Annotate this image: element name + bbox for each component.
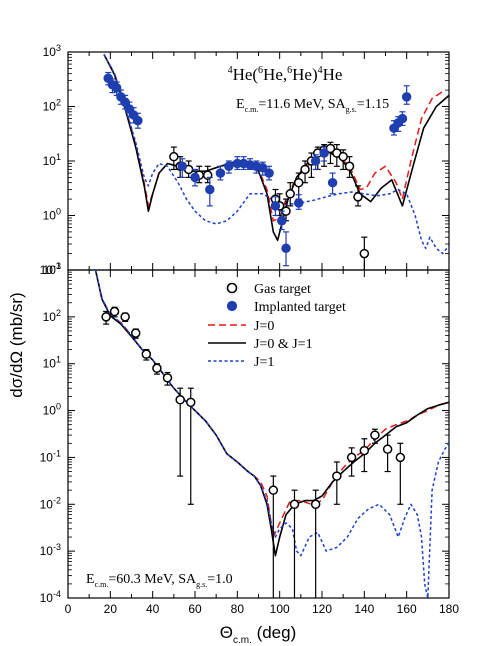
top-implanted-point <box>224 161 234 172</box>
bottom-y-tick-label: 102 <box>43 308 61 324</box>
top-gas-point <box>293 177 304 188</box>
legend-gas-marker <box>226 282 238 294</box>
bottom-curve-j-1 <box>94 270 449 598</box>
bottom-energy-annotation: Ec.m.=60.3 MeV, SAg.s.=1.0 <box>86 572 233 589</box>
top-implanted-point <box>270 201 281 211</box>
bottom-gas-point <box>186 397 196 408</box>
bottom-y-tick-label: 10-3 <box>40 542 61 558</box>
data-points <box>101 71 412 598</box>
top-y-tick-label: 100 <box>43 207 61 223</box>
top-implanted-point <box>397 113 408 124</box>
bottom-gas-point <box>310 499 321 510</box>
top-gas-point <box>325 143 336 154</box>
top-implanted-point <box>401 92 412 102</box>
legend-j1-label: J=1 <box>254 355 274 370</box>
y-axis-title: dσ/dΩ (mb/sr) <box>7 292 26 397</box>
x-tick-label: 160 <box>397 602 417 616</box>
top-implanted-point <box>319 148 329 158</box>
top-gas-point <box>344 161 355 172</box>
top-implanted-point <box>205 184 215 195</box>
top-implanted-point <box>215 168 226 178</box>
bottom-gas-point <box>346 452 357 463</box>
bottom-curve-j-0 <box>94 270 449 538</box>
bottom-y-tick-label: 103 <box>43 261 61 277</box>
legend-j0-label: J=0 <box>254 319 274 334</box>
reaction-title: 4He(6He,6He)4He <box>228 65 343 84</box>
bottom-y-tick-label: 10-4 <box>40 589 61 605</box>
x-tick-label: 140 <box>354 602 374 616</box>
top-curve-j-1 <box>103 54 449 255</box>
top-gas-point <box>169 151 179 162</box>
bottom-gas-point <box>359 445 370 456</box>
x-tick-label: 60 <box>188 602 202 616</box>
top-implanted-point <box>293 198 304 208</box>
top-y-tick-label: 101 <box>43 152 61 168</box>
bottom-gas-point <box>130 328 141 338</box>
top-gas-point <box>359 248 370 259</box>
bottom-gas-point <box>175 395 185 405</box>
x-tick-label: 80 <box>231 602 245 616</box>
top-implanted-point <box>277 216 287 226</box>
x-axis-title: Θc.m. (deg) <box>220 623 297 646</box>
bottom-y-tick-label: 100 <box>43 402 61 418</box>
legend-implanted-marker <box>226 300 238 312</box>
bottom-gas-point <box>101 312 111 322</box>
bottom-gas-point <box>109 306 120 317</box>
top-implanted-point <box>310 156 321 166</box>
top-curve-j-0-j-1 <box>103 54 449 242</box>
top-implanted-point <box>177 161 188 172</box>
bottom-gas-point <box>370 430 380 440</box>
x-tick-label: 120 <box>312 602 332 616</box>
top-y-tick-label: 103 <box>43 43 61 59</box>
top-gas-point <box>285 189 295 199</box>
top-gas-point <box>300 164 310 175</box>
top-implanted-point <box>133 115 143 126</box>
bottom-gas-point <box>395 452 406 463</box>
top-y-tick-label: 102 <box>43 98 61 114</box>
top-gas-point <box>353 192 363 202</box>
bottom-gas-point <box>289 499 300 510</box>
bottom-gas-point <box>120 312 130 322</box>
legend: Gas target Implanted target J=0 J=0 & J=1 J=… <box>208 282 346 370</box>
bottom-y-tick-label: 101 <box>43 355 61 371</box>
top-implanted-point <box>257 163 268 173</box>
bottom-gas-point <box>382 444 393 454</box>
tick-labels: 0 20 40 60 80 100 120 140 160 180 10-1 100 101 102 103… <box>40 43 460 616</box>
top-gas-point <box>338 151 348 162</box>
top-implanted-point <box>264 168 274 178</box>
x-tick-label: 180 <box>439 602 459 616</box>
top-energy-annotation: Ec.m.=11.6 MeV, SAg.s.=1.15 <box>236 97 389 114</box>
bottom-y-tick-label: 10-2 <box>40 495 61 511</box>
top-implanted-point <box>281 243 291 254</box>
top-implanted-point <box>103 73 113 83</box>
x-tick-label: 100 <box>270 602 290 616</box>
bottom-gas-point <box>332 471 342 481</box>
x-tick-label: 0 <box>65 602 72 616</box>
top-y-tick-label: 10-1 <box>40 261 61 277</box>
top-implanted-point <box>327 177 338 188</box>
bottom-gas-point <box>268 485 279 495</box>
annotations: 4He(6He,6He)4He Ec.m.=11.6 MeV, SAg.s.=1.… <box>7 65 389 646</box>
bottom-y-tick-label: 10-1 <box>40 448 61 464</box>
legend-gas-label: Gas target <box>254 282 311 297</box>
axes-ticks <box>68 51 449 599</box>
top-implanted-point <box>190 172 200 183</box>
bottom-gas-point <box>152 363 162 374</box>
bottom-gas-point <box>141 349 152 359</box>
legend-j0-j1-label: J=0 & J=1 <box>254 337 313 352</box>
legend-implanted-label: Implanted target <box>254 300 346 315</box>
bottom-gas-point <box>162 373 173 383</box>
x-tick-label: 20 <box>104 602 118 616</box>
x-tick-label: 40 <box>146 602 160 616</box>
